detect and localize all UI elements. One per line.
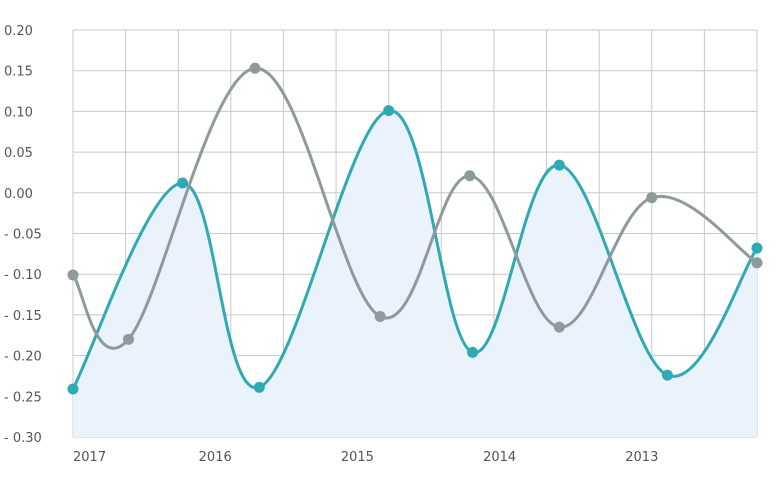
- series-2-point: [553, 321, 565, 333]
- series-2-point: [374, 311, 386, 323]
- series-1-area: [73, 110, 757, 437]
- x-tick-label: 2014: [483, 450, 516, 465]
- y-tick-label: 0.05: [4, 146, 33, 161]
- y-tick-label: - 0.05: [4, 228, 42, 243]
- x-tick-label: 2013: [625, 450, 658, 465]
- series-1-point: [383, 105, 395, 117]
- x-tick-label: 2016: [199, 450, 232, 465]
- series-2-point: [646, 192, 658, 204]
- y-tick-label: - 0.30: [4, 431, 42, 446]
- y-tick-label: 0.00: [4, 187, 33, 202]
- y-axis-ticks: 0.20 0.15 0.10 0.05 0.00 - 0.05 - 0.10 - 0.15 - …: [4, 24, 42, 446]
- series-lines: [71, 66, 759, 391]
- y-tick-label: 0.20: [4, 24, 33, 39]
- series-1-line: [71, 109, 759, 391]
- series-2-line: [71, 66, 759, 350]
- y-tick-label: - 0.10: [4, 268, 42, 283]
- series-2-point: [122, 333, 134, 345]
- series-1-point: [553, 159, 565, 171]
- series-2-point: [249, 62, 261, 74]
- y-tick-label: 0.15: [4, 65, 33, 80]
- series-1-point: [661, 369, 673, 381]
- series-1-point: [176, 177, 188, 189]
- series-1-point: [751, 242, 763, 254]
- series-1-point: [467, 346, 479, 358]
- y-tick-label: 0.10: [4, 105, 33, 120]
- x-tick-label: 2017: [73, 450, 106, 465]
- series-2-point: [751, 257, 763, 269]
- x-tick-label: 2015: [341, 450, 374, 465]
- series-fills: [73, 110, 757, 437]
- y-tick-label: - 0.15: [4, 309, 42, 324]
- y-tick-label: - 0.20: [4, 350, 42, 365]
- series-1-point: [67, 383, 79, 395]
- series-2-point: [464, 170, 476, 182]
- series-1-point: [253, 381, 265, 393]
- x-axis-ticks: 2017 2016 2015 2014 2013: [73, 450, 658, 465]
- series-points: [67, 62, 763, 395]
- series-2-point: [67, 269, 79, 281]
- y-tick-label: - 0.25: [4, 390, 42, 405]
